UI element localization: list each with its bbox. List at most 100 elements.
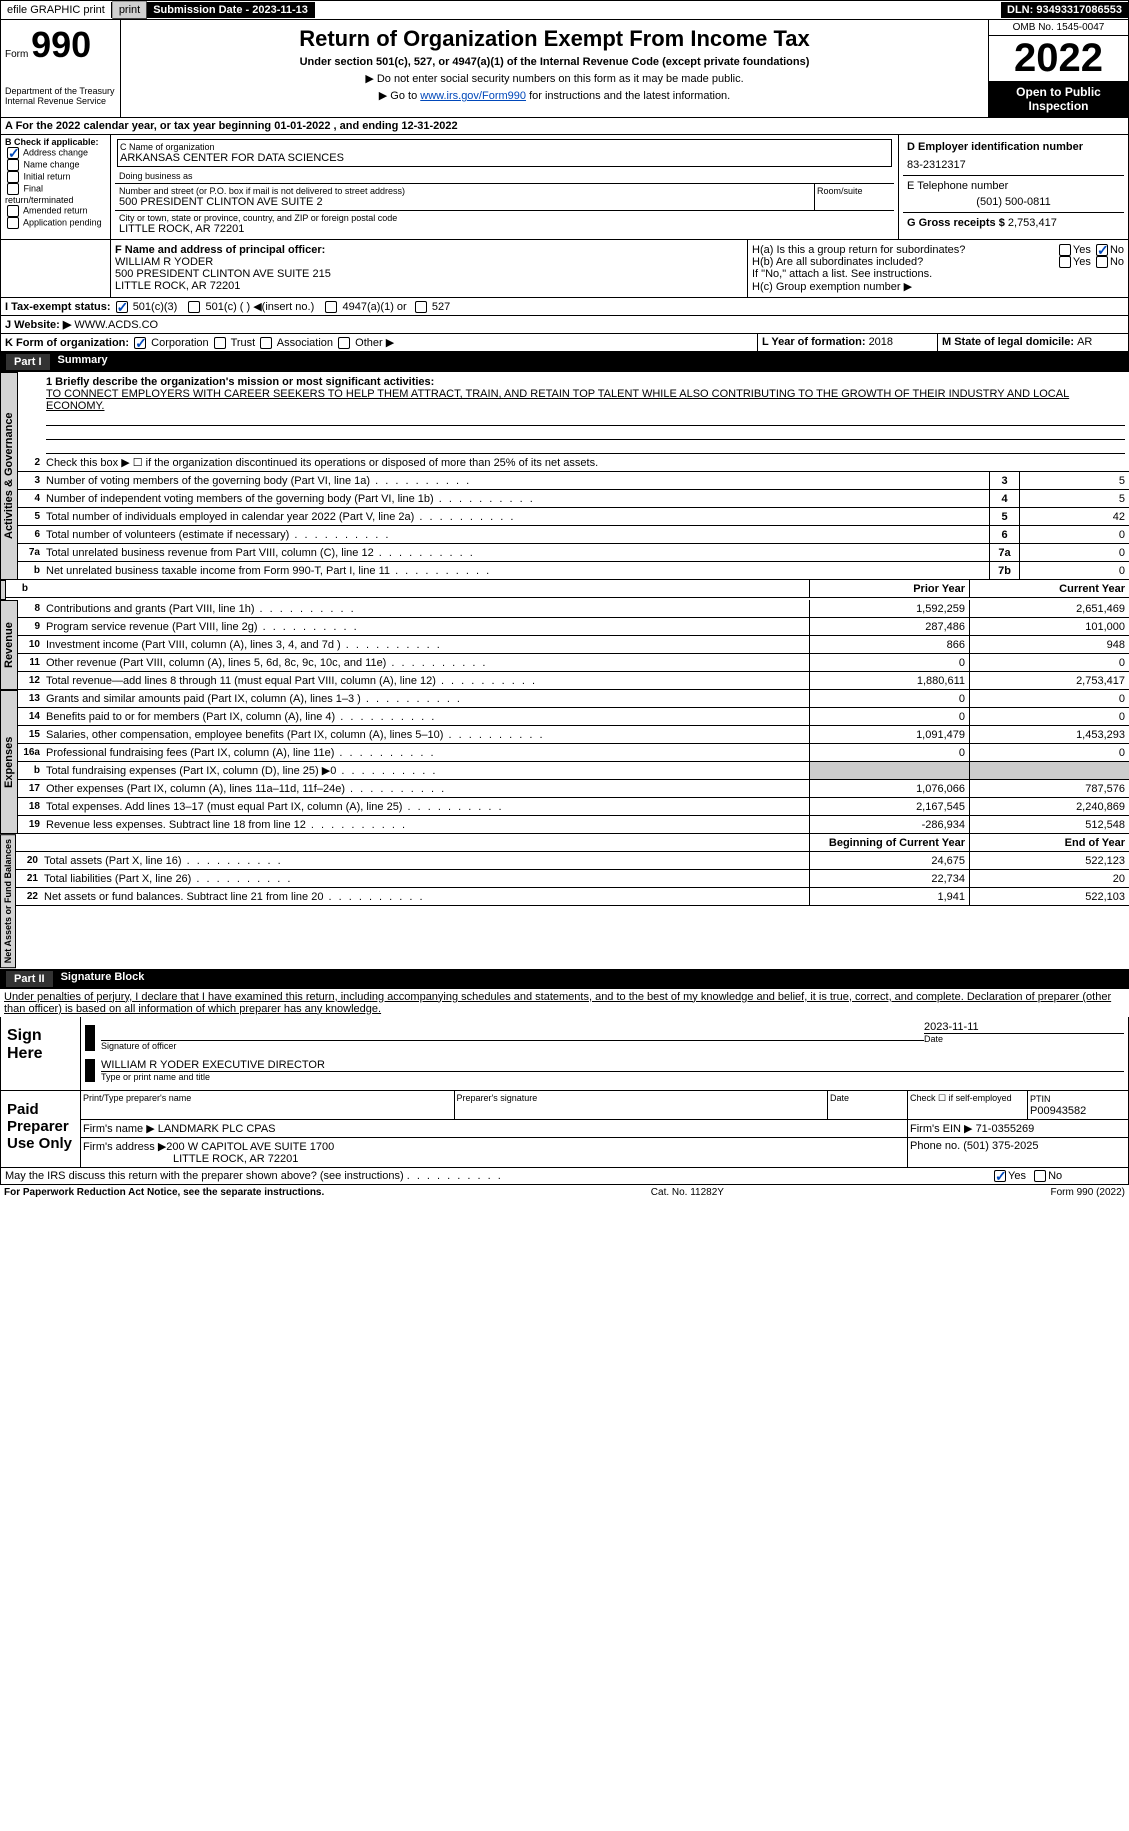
print-button[interactable]: print: [112, 1, 147, 19]
col-current: Current Year: [969, 580, 1129, 597]
check-501c[interactable]: [188, 301, 200, 313]
mission-label: 1 Briefly describe the organization's mi…: [46, 376, 1125, 388]
phone-label: E Telephone number: [907, 180, 1120, 192]
col-end: End of Year: [969, 834, 1129, 851]
line-19: 19 Revenue less expenses. Subtract line …: [18, 816, 1129, 834]
top-bar: efile GRAPHIC print print Submission Dat…: [0, 0, 1129, 20]
firm-addr: 200 W CAPITOL AVE SUITE 1700: [166, 1141, 334, 1153]
check-other[interactable]: [338, 337, 350, 349]
line-11: 11 Other revenue (Part VIII, column (A),…: [18, 654, 1129, 672]
line-b: b Total fundraising expenses (Part IX, c…: [18, 762, 1129, 780]
dln: DLN: 93493317086553: [1001, 2, 1128, 18]
col-begin: Beginning of Current Year: [809, 834, 969, 851]
ein-label: D Employer identification number: [907, 141, 1120, 153]
tax-year: 2022: [989, 36, 1128, 81]
check-initial-return[interactable]: [7, 171, 19, 183]
check-amended[interactable]: [7, 205, 19, 217]
website-label: J Website: ▶: [5, 319, 71, 331]
h-a-no[interactable]: [1096, 244, 1108, 256]
side-revenue: Revenue: [0, 600, 18, 690]
block-b: B Check if applicable: Address change Na…: [1, 135, 111, 239]
gross-label: G Gross receipts $: [907, 217, 1008, 229]
submission-date: Submission Date - 2023-11-13: [147, 2, 315, 18]
check-4947[interactable]: [325, 301, 337, 313]
irs-link[interactable]: www.irs.gov/Form990: [420, 90, 526, 102]
part1-header: Part I Summary: [0, 352, 1129, 372]
org-city: LITTLE ROCK, AR 72201: [119, 223, 890, 235]
line-3: 3 Number of voting members of the govern…: [18, 472, 1129, 490]
dept-label: Department of the Treasury Internal Reve…: [5, 86, 116, 106]
firm-name: LANDMARK PLC CPAS: [158, 1123, 276, 1135]
h-a-yes[interactable]: [1059, 244, 1071, 256]
line-14: 14 Benefits paid to or for members (Part…: [18, 708, 1129, 726]
website-value: WWW.ACDS.CO: [74, 319, 158, 331]
sign-here: Sign Here: [1, 1017, 81, 1090]
side-netassets: Net Assets or Fund Balances: [0, 834, 16, 968]
part2-header: Part II Signature Block: [0, 969, 1129, 989]
h-b-no[interactable]: [1096, 256, 1108, 268]
side-expenses: Expenses: [0, 690, 18, 834]
efile-label: efile GRAPHIC print: [1, 2, 112, 18]
check-assoc[interactable]: [260, 337, 272, 349]
ein-value: 83-2312317: [907, 159, 1120, 171]
line-8: 8 Contributions and grants (Part VIII, l…: [18, 600, 1129, 618]
page-footer: For Paperwork Reduction Act Notice, see …: [0, 1185, 1129, 1200]
col-prior: Prior Year: [809, 580, 969, 597]
firm-phone: (501) 375-2025: [963, 1140, 1038, 1152]
line-9: 9 Program service revenue (Part VIII, li…: [18, 618, 1129, 636]
block-f: F Name and address of principal officer:…: [111, 240, 748, 297]
line-12: 12 Total revenue—add lines 8 through 11 …: [18, 672, 1129, 690]
check-app-pending[interactable]: [7, 217, 19, 229]
check-501c3[interactable]: [116, 301, 128, 313]
line-5: 5 Total number of individuals employed i…: [18, 508, 1129, 526]
form-title: Return of Organization Exempt From Incom…: [127, 26, 982, 52]
omb-number: OMB No. 1545-0047: [989, 20, 1128, 36]
check-name-change[interactable]: [7, 159, 19, 171]
check-final-return[interactable]: [7, 183, 19, 195]
year-formation: 2018: [869, 336, 893, 348]
period-row: A For the 2022 calendar year, or tax yea…: [0, 118, 1129, 135]
line-16a: 16a Professional fundraising fees (Part …: [18, 744, 1129, 762]
sig-date: 2023-11-11: [924, 1021, 1124, 1034]
org-name: ARKANSAS CENTER FOR DATA SCIENCES: [120, 152, 889, 164]
state-domicile: AR: [1077, 336, 1092, 348]
check-address-change[interactable]: [7, 147, 19, 159]
h-b-yes[interactable]: [1059, 256, 1071, 268]
form-number: 990: [31, 24, 91, 65]
officer-name: WILLIAM R YODER EXECUTIVE DIRECTOR: [101, 1059, 1124, 1072]
org-address: 500 PRESIDENT CLINTON AVE SUITE 2: [119, 196, 810, 208]
discuss-label: May the IRS discuss this return with the…: [5, 1170, 404, 1182]
line-b: b Net unrelated business taxable income …: [18, 562, 1129, 580]
form-subtitle: Under section 501(c), 527, or 4947(a)(1)…: [127, 56, 982, 68]
form-header: Form 990 Department of the Treasury Inte…: [0, 20, 1129, 118]
phone-value: (501) 500-0811: [907, 196, 1120, 208]
line-2: Check this box ▶ ☐ if the organization d…: [46, 454, 1129, 471]
mission-text: TO CONNECT EMPLOYERS WITH CAREER SEEKERS…: [46, 388, 1125, 412]
side-governance: Activities & Governance: [0, 372, 18, 580]
line-15: 15 Salaries, other compensation, employe…: [18, 726, 1129, 744]
block-h: H(a) Is this a group return for subordin…: [748, 240, 1128, 297]
discuss-yes[interactable]: [994, 1170, 1006, 1182]
tax-status-label: I Tax-exempt status:: [5, 301, 111, 313]
side-b: [0, 580, 6, 600]
form-label: Form: [5, 49, 28, 60]
block-c: C Name of organization ARKANSAS CENTER F…: [111, 135, 898, 239]
discuss-no[interactable]: [1034, 1170, 1046, 1182]
gross-value: 2,753,417: [1008, 217, 1057, 229]
form-org-label: K Form of organization:: [5, 337, 129, 349]
line-20: 20 Total assets (Part X, line 16) 24,675…: [16, 852, 1129, 870]
sig-officer-label: Signature of officer: [101, 1041, 924, 1051]
check-527[interactable]: [415, 301, 427, 313]
line-18: 18 Total expenses. Add lines 13–17 (must…: [18, 798, 1129, 816]
firm-city: LITTLE ROCK, AR 72201: [173, 1153, 298, 1165]
firm-ein: 71-0355269: [976, 1123, 1035, 1135]
check-corp[interactable]: [134, 337, 146, 349]
line-21: 21 Total liabilities (Part X, line 26) 2…: [16, 870, 1129, 888]
check-trust[interactable]: [214, 337, 226, 349]
line-6: 6 Total number of volunteers (estimate i…: [18, 526, 1129, 544]
declaration: Under penalties of perjury, I declare th…: [0, 989, 1129, 1017]
line-10: 10 Investment income (Part VIII, column …: [18, 636, 1129, 654]
inspection-label: Open to Public Inspection: [989, 81, 1128, 117]
line-4: 4 Number of independent voting members o…: [18, 490, 1129, 508]
line-7a: 7a Total unrelated business revenue from…: [18, 544, 1129, 562]
